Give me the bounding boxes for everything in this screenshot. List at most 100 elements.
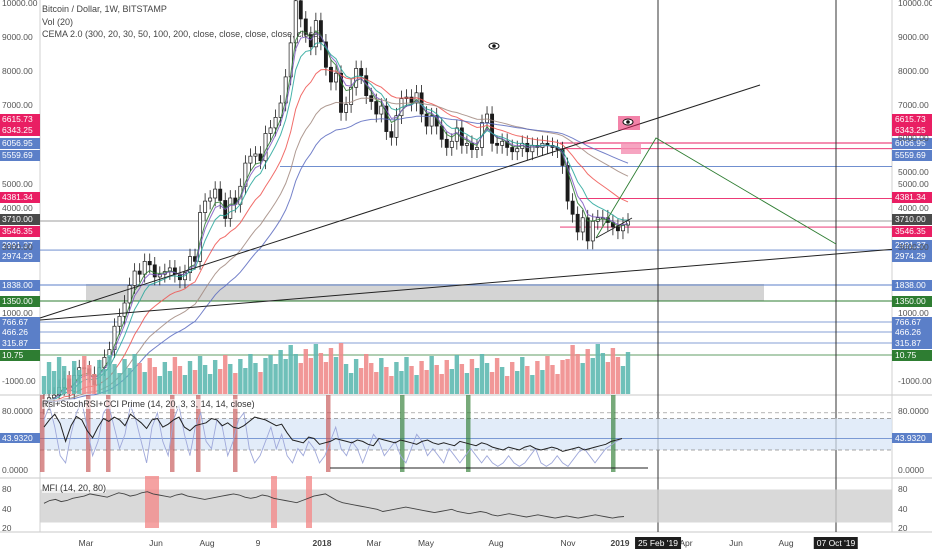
volume-bar (384, 367, 389, 394)
volume-bar (207, 374, 213, 394)
eye-pupil-icon (626, 120, 630, 124)
left-price-label: 6056.95 (0, 138, 40, 149)
volume-bar (102, 369, 107, 394)
candle-body (590, 221, 595, 242)
candle-body (142, 261, 147, 275)
candle-body (490, 113, 495, 144)
volume-bar (51, 371, 57, 394)
left-price-label: 1838.00 (0, 280, 40, 291)
right-axis-tick: 5000.00 (898, 167, 929, 177)
mfi-signal-bar (306, 476, 312, 528)
volume-bar (253, 363, 258, 394)
right-price-label: 4381.34 (892, 192, 932, 203)
volume-bar (469, 359, 475, 394)
volume-bar (82, 356, 87, 394)
right-axis-tick: 80.0000 (898, 406, 929, 416)
signal-bar (196, 395, 201, 472)
ema100-line (43, 68, 629, 403)
right-price-label: 6343.25 (892, 125, 932, 136)
mfi-pane[interactable] (40, 476, 892, 528)
volume-bar (41, 376, 47, 394)
volume-bar (358, 368, 364, 394)
eye-pupil-icon (492, 44, 496, 48)
volume-bar (399, 371, 404, 394)
signal-bar (106, 395, 111, 472)
cema-indicator-label: CEMA 2.0 (300, 20, 30, 50, 100, 200, clo… (42, 29, 322, 39)
volume-bar (223, 355, 228, 394)
volume-bar (550, 365, 555, 394)
candle-body (359, 68, 364, 77)
volume-bar (424, 370, 429, 394)
volume-bar (263, 358, 268, 394)
volume-bar (364, 354, 369, 394)
candle-body (444, 138, 449, 148)
ema300-line (43, 115, 629, 403)
projection-path (595, 137, 837, 245)
right-price-label: 2974.29 (892, 251, 932, 262)
mfi-band (40, 489, 892, 523)
left-price-label: 2991.37 (0, 240, 40, 251)
volume-bar (555, 374, 560, 394)
volume-bar (545, 356, 550, 394)
candle-body (449, 140, 454, 148)
volume-bar (338, 343, 344, 394)
candle-body (626, 220, 630, 226)
volume-bar (439, 374, 444, 394)
right-axis-tick: 40 (898, 504, 908, 514)
volume-bar (177, 366, 183, 394)
volume-bar (620, 366, 626, 394)
volume-bar (394, 362, 399, 394)
left-axis-tick: 10000.00 (2, 0, 38, 8)
left-price-label: 5559.69 (0, 150, 40, 161)
left-axis-tick: 80.0000 (2, 406, 33, 416)
price-pane[interactable] (39, 0, 932, 532)
candle-body (228, 197, 233, 219)
time-axis-tick: May (417, 538, 435, 548)
volume-bar (515, 371, 520, 394)
volume-bar (510, 362, 515, 394)
target-zone (621, 142, 641, 154)
left-axis-tick: 0.0000 (2, 465, 28, 475)
rsi-pane[interactable] (40, 395, 892, 472)
left-price-label: 3710.00 (0, 214, 40, 225)
volume-bar (610, 348, 616, 394)
left-axis-tick: 80 (2, 484, 12, 494)
volume-bar (615, 357, 621, 394)
candle-body (570, 200, 575, 215)
volume-bar (434, 365, 439, 394)
volume-bar (268, 355, 273, 394)
volume-bar (389, 376, 394, 394)
volume-bar (499, 367, 505, 394)
volume-bar (233, 373, 238, 394)
candle-body (464, 142, 469, 146)
volume-bar (525, 366, 530, 394)
volume-bar (278, 350, 283, 394)
volume-bar (560, 360, 565, 394)
right-price-label: 6056.95 (892, 138, 932, 149)
candle-body (268, 127, 273, 134)
volume-bar (575, 354, 580, 394)
volume-bar (600, 353, 606, 394)
volume-bar (333, 357, 339, 394)
signal-bar (466, 395, 471, 472)
right-price-label: 766.67 (892, 317, 932, 328)
trendline-upper (39, 84, 761, 319)
volume-pane (41, 343, 631, 394)
mfi-signal-bar (145, 476, 159, 528)
candle-body (303, 18, 308, 35)
left-price-label: 6615.73 (0, 114, 40, 125)
volume-bar (288, 345, 293, 394)
volume-bar (87, 365, 92, 394)
recent-trend-line (595, 217, 633, 239)
volume-bar (313, 344, 319, 394)
volume-bar (182, 375, 188, 394)
left-price-label: 3546.35 (0, 226, 40, 237)
candle-body (188, 256, 192, 273)
volume-bar (474, 368, 480, 394)
right-axis-tick: 1000.00 (898, 308, 929, 318)
volume-bar (464, 373, 470, 394)
volume-bar (248, 354, 253, 394)
volume-bar (504, 376, 510, 394)
candle-body (147, 261, 152, 266)
